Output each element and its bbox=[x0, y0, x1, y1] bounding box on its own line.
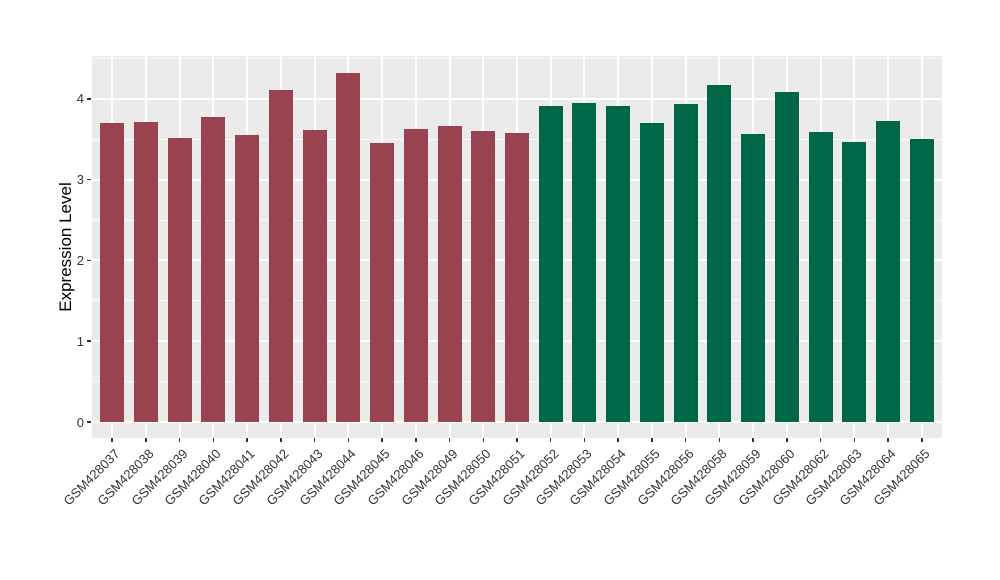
x-tick-mark-GSM428042 bbox=[280, 438, 282, 442]
y-tick-label-2: 2 bbox=[76, 252, 84, 268]
plot-panel bbox=[92, 56, 942, 438]
x-tick-mark-GSM428056 bbox=[684, 438, 687, 442]
y-tick-mark-4 bbox=[87, 98, 91, 100]
bar-GSM428060 bbox=[774, 91, 799, 422]
bar-GSM428054 bbox=[606, 106, 631, 422]
x-tick-mark-GSM428039 bbox=[178, 438, 181, 442]
x-tick-mark-GSM428051 bbox=[516, 438, 518, 442]
x-tick-mark-GSM428060 bbox=[786, 438, 788, 442]
bar-GSM428041 bbox=[235, 135, 260, 422]
bar-GSM428038 bbox=[133, 122, 158, 422]
bar-GSM428051 bbox=[505, 132, 529, 422]
y-tick-label-4: 4 bbox=[76, 91, 84, 107]
bar-GSM428063 bbox=[842, 142, 867, 422]
x-tick-mark-GSM428041 bbox=[246, 438, 248, 442]
bar-GSM428045 bbox=[370, 143, 395, 422]
x-tick-mark-GSM428045 bbox=[381, 438, 383, 442]
bar-GSM428042 bbox=[268, 89, 293, 422]
bar-GSM428055 bbox=[639, 123, 664, 422]
x-tick-mark-GSM428055 bbox=[651, 438, 653, 442]
x-tick-mark-GSM428065 bbox=[921, 438, 923, 442]
y-axis-title: Expression Level bbox=[56, 182, 75, 312]
x-tick-mark-GSM428053 bbox=[583, 438, 586, 442]
x-tick-mark-GSM428054 bbox=[617, 438, 619, 442]
x-tick-mark-GSM428043 bbox=[313, 438, 316, 442]
x-tick-mark-GSM428040 bbox=[212, 438, 215, 442]
y-tick-mark-0 bbox=[87, 421, 91, 423]
bar-GSM428064 bbox=[876, 121, 901, 422]
bar-GSM428065 bbox=[909, 139, 934, 422]
bar-GSM428040 bbox=[201, 117, 226, 422]
bar-GSM428039 bbox=[167, 137, 192, 422]
x-tick-mark-GSM428059 bbox=[752, 438, 754, 442]
bar-GSM428062 bbox=[808, 131, 833, 422]
x-tick-mark-GSM428063 bbox=[853, 438, 856, 442]
x-tick-mark-GSM428046 bbox=[415, 438, 417, 442]
x-tick-mark-GSM428049 bbox=[448, 438, 451, 442]
bar-GSM428059 bbox=[741, 133, 766, 422]
bar-GSM428046 bbox=[403, 128, 428, 422]
x-tick-mark-GSM428062 bbox=[819, 438, 822, 442]
x-tick-mark-GSM428058 bbox=[718, 438, 721, 442]
bar-GSM428037 bbox=[100, 123, 125, 422]
x-tick-mark-GSM428064 bbox=[887, 438, 889, 442]
y-tick-mark-2 bbox=[87, 259, 91, 262]
y-tick-label-0: 0 bbox=[76, 414, 84, 430]
bar-GSM428058 bbox=[707, 85, 732, 422]
bar-GSM428044 bbox=[336, 72, 361, 422]
bar-GSM428053 bbox=[572, 102, 597, 422]
bar-GSM428052 bbox=[538, 106, 563, 422]
y-tick-mark-3 bbox=[87, 178, 91, 181]
y-tick-label-3: 3 bbox=[76, 172, 84, 188]
x-tick-mark-GSM428038 bbox=[145, 438, 147, 442]
bar-GSM428043 bbox=[302, 129, 327, 422]
x-tick-mark-GSM428044 bbox=[347, 438, 350, 442]
x-tick-mark-GSM428052 bbox=[549, 438, 552, 442]
x-tick-mark-GSM428037 bbox=[111, 438, 113, 442]
bar-GSM428050 bbox=[471, 131, 496, 422]
y-tick-label-1: 1 bbox=[76, 333, 84, 349]
x-tick-mark-GSM428050 bbox=[482, 438, 485, 442]
y-tick-mark-1 bbox=[87, 340, 91, 342]
bar-GSM428049 bbox=[437, 126, 462, 422]
bar-GSM428056 bbox=[673, 104, 698, 422]
